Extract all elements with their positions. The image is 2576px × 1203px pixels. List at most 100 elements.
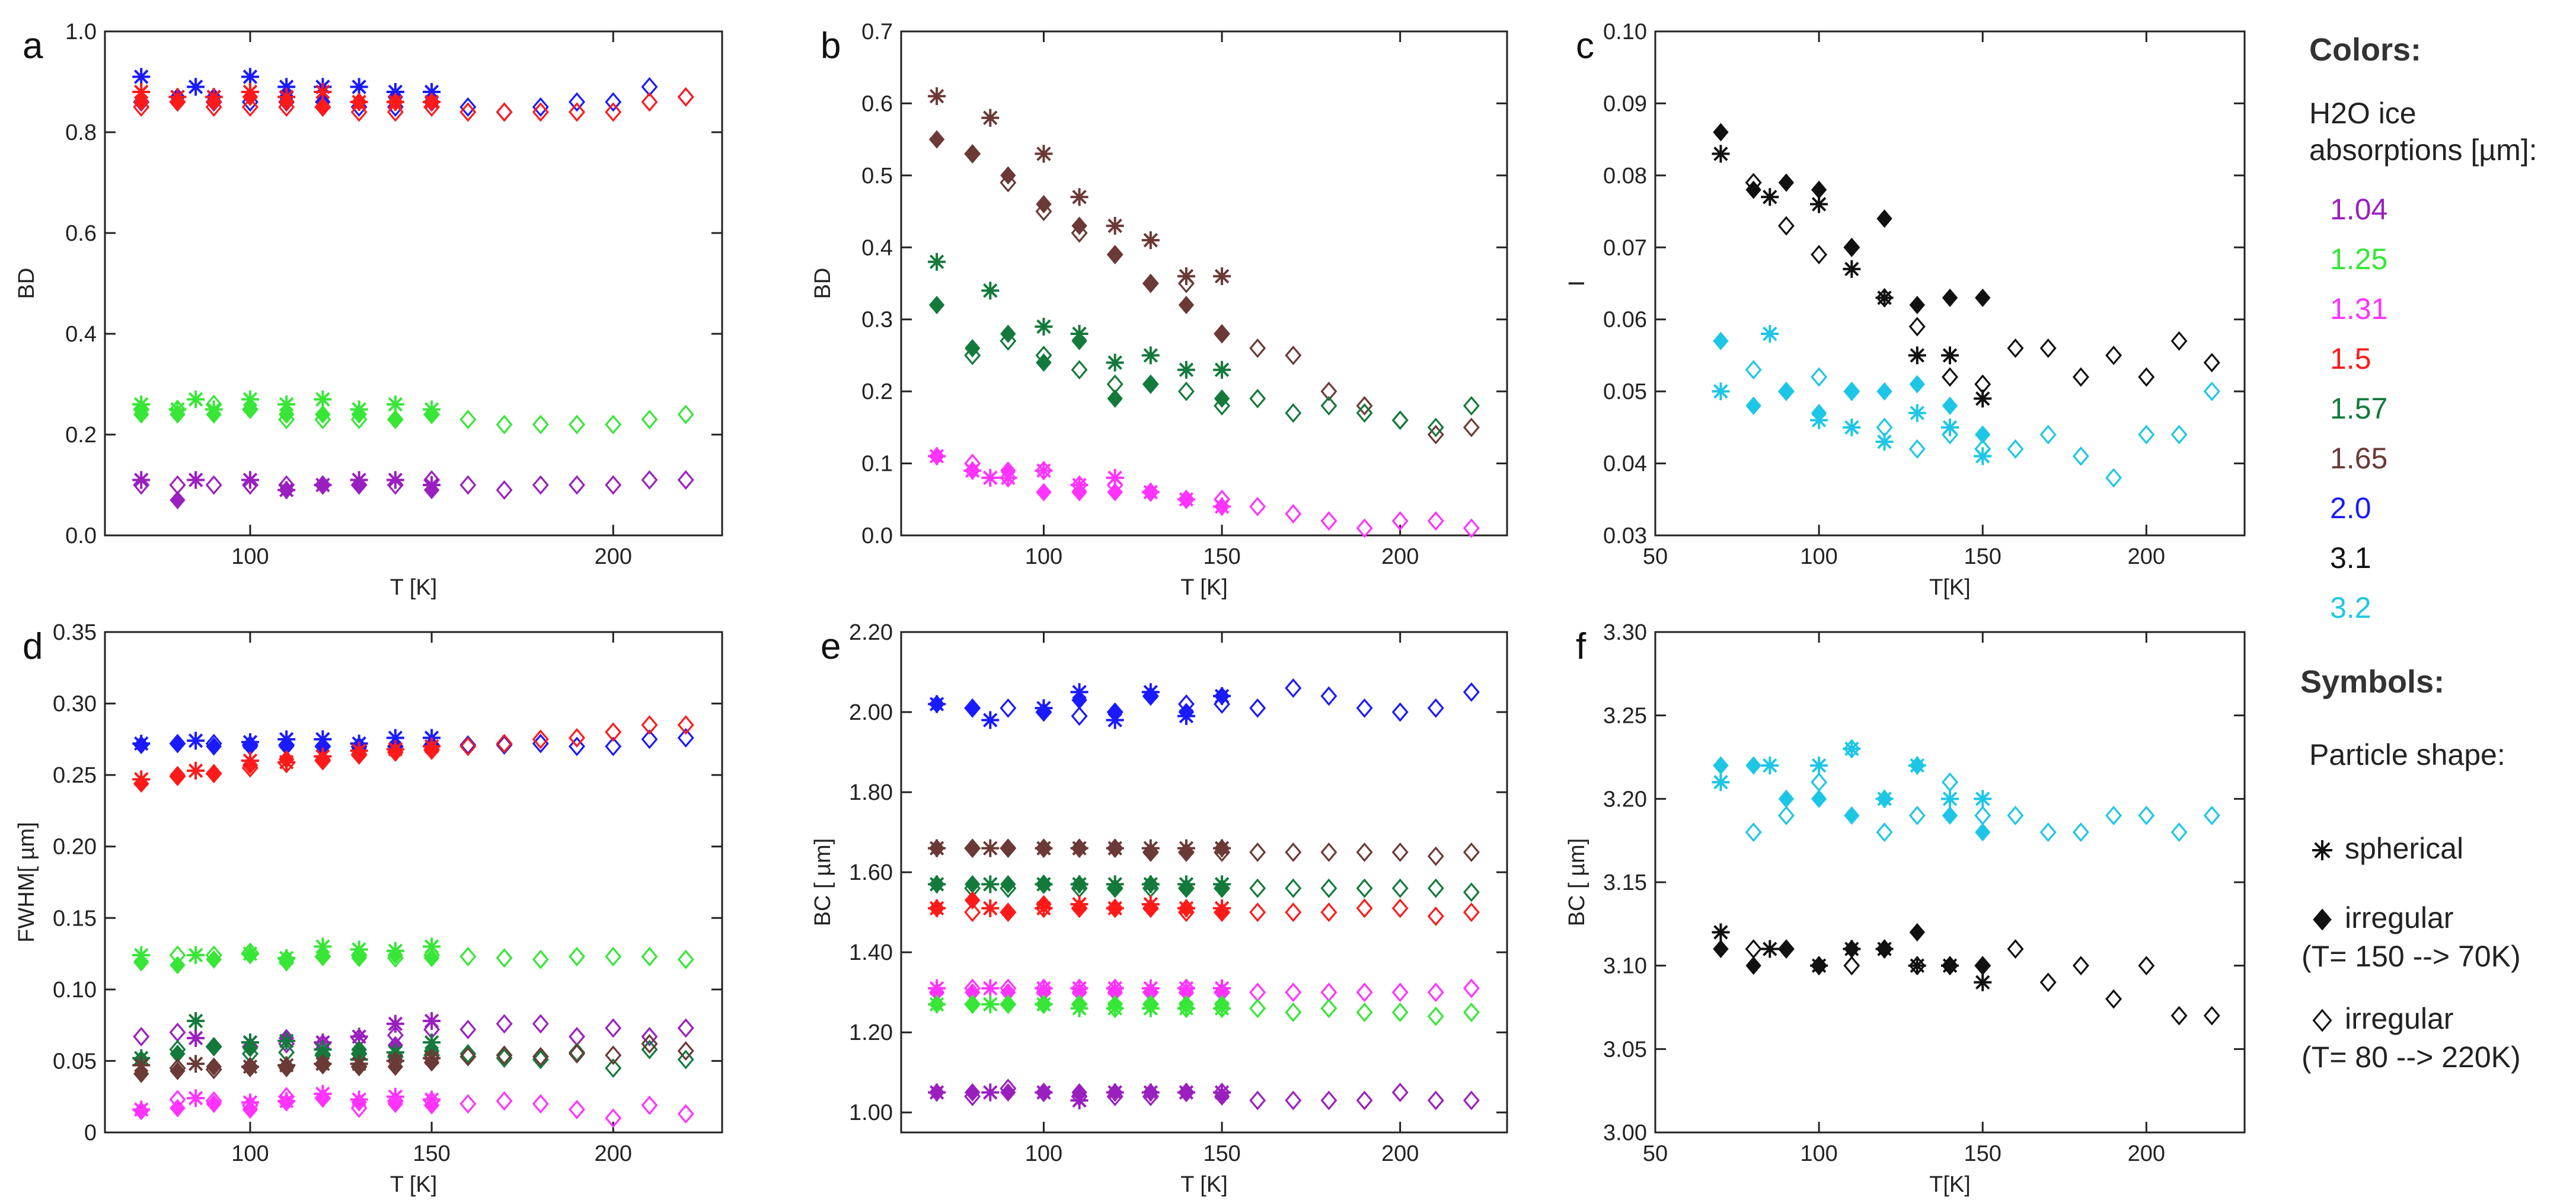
data-point (1941, 346, 1959, 365)
data-point (386, 740, 404, 758)
data-point (314, 1055, 332, 1073)
y-tick-label: 0.04 (1603, 452, 1647, 477)
data-point (242, 400, 258, 419)
data-point (1713, 123, 1729, 142)
data-point (1427, 417, 1444, 438)
data-series (132, 1084, 694, 1128)
x-axis-label: T [K] (1180, 575, 1228, 600)
data-point (532, 1094, 549, 1114)
data-point (1177, 979, 1195, 997)
data-point (169, 475, 186, 495)
data-point (1141, 683, 1160, 701)
y-tick-label: 3.00 (1603, 1121, 1647, 1145)
data-point (205, 88, 223, 106)
data-point (928, 839, 946, 857)
data-point (496, 102, 513, 122)
data-point (206, 1057, 222, 1076)
data-point (1213, 687, 1231, 706)
data-point (1391, 1002, 1409, 1022)
data-point (1712, 382, 1730, 401)
data-point (1070, 875, 1089, 894)
data-point (641, 729, 658, 749)
data-point (1000, 1083, 1016, 1102)
data-point (1035, 202, 1052, 222)
data-point (133, 475, 150, 495)
data-point (2072, 822, 2089, 843)
legend-symbol-label: (T= 150 --> 70K) (2302, 940, 2521, 973)
y-tick-label: 2.20 (849, 620, 893, 645)
data-point (1811, 772, 1828, 792)
data-point (1213, 497, 1231, 516)
data-point (605, 722, 622, 742)
legend-symbol-list: spherical irregular (T= 150 --> 70K) irregu… (2302, 832, 2521, 1074)
data-point (1249, 338, 1266, 358)
y-tick-label: 0.30 (53, 692, 97, 717)
data-point (981, 875, 1000, 894)
plot-frame (104, 631, 723, 1134)
data-point (133, 92, 149, 111)
data-point (1761, 757, 1779, 775)
data-point (1942, 806, 1958, 825)
panel-d: d 0 0.05 0.10 0.15 0.20 0.25 0.30 0.35 100 150 200 T… (14, 620, 723, 1197)
data-point (1035, 875, 1053, 894)
data-point (1141, 483, 1160, 502)
x-tick-label: 50 (1643, 1141, 1668, 1166)
data-point (569, 1026, 586, 1046)
data-point (928, 899, 946, 917)
data-point (187, 390, 205, 409)
data-point (241, 944, 259, 963)
data-point (1141, 231, 1160, 250)
y-tick-label: 3.30 (1603, 620, 1647, 645)
data-point (386, 1014, 404, 1033)
data-point (241, 1033, 259, 1052)
data-point (423, 83, 441, 101)
data-point (187, 1089, 205, 1108)
data-point (569, 727, 586, 748)
data-point (1177, 707, 1195, 725)
data-point (187, 761, 205, 780)
data-point (532, 475, 549, 495)
data-point (459, 1094, 477, 1114)
data-point (1427, 1006, 1444, 1026)
data-point (496, 102, 513, 122)
data-point (677, 404, 694, 425)
data-point (1000, 875, 1016, 894)
data-point (1070, 979, 1089, 997)
data-point (641, 946, 658, 966)
data-point (1177, 360, 1195, 379)
y-tick-label: 0.10 (1603, 20, 1647, 44)
legend-symbol-marker (2312, 840, 2332, 860)
data-point (1177, 381, 1195, 401)
data-point (965, 339, 981, 358)
data-point (1107, 389, 1123, 408)
data-point (677, 1018, 694, 1038)
data-point (277, 753, 296, 771)
legend-symbol-label: irregular (2345, 1002, 2453, 1035)
data-point (965, 995, 981, 1014)
data-point (205, 400, 223, 419)
data-point (1070, 683, 1089, 701)
data-point (187, 1011, 205, 1030)
data-point (350, 93, 368, 111)
data-point (1974, 973, 1992, 991)
data-point (496, 1048, 513, 1068)
data-point (1356, 1090, 1373, 1111)
data-point (459, 1019, 477, 1039)
data-point (605, 1108, 622, 1128)
data-point (1745, 939, 1762, 959)
data-point (1761, 188, 1779, 206)
y-tick-label: 1.00 (849, 1100, 893, 1125)
data-point (386, 1052, 404, 1070)
data-series (928, 978, 1480, 1003)
data-point (241, 475, 258, 495)
x-tick-label: 200 (2128, 544, 2165, 569)
data-point (1106, 899, 1124, 917)
data-point (1213, 267, 1231, 285)
data-point (1356, 403, 1373, 423)
data-point (314, 1084, 332, 1103)
x-tick-label: 100 (231, 1141, 269, 1166)
data-point (314, 83, 332, 101)
data-point (677, 715, 694, 735)
data-point (2138, 805, 2155, 825)
